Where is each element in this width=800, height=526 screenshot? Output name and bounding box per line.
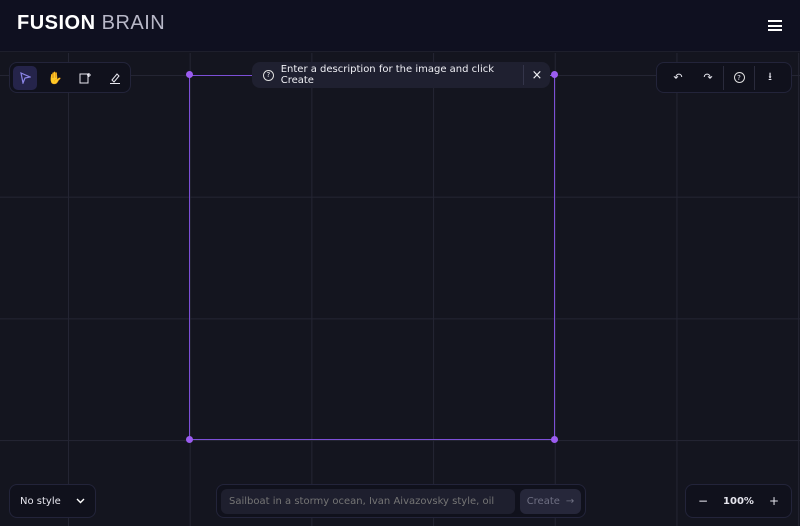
arrow-right-icon: →: [565, 495, 575, 507]
action-panel: ↶ ↷ ? ⭳: [656, 62, 792, 93]
canvas[interactable]: [0, 53, 800, 526]
prompt-bar: Create →: [216, 484, 586, 518]
help-circle-icon: ?: [263, 69, 274, 81]
redo-icon[interactable]: ↷: [703, 71, 713, 84]
hamburger-icon[interactable]: [768, 20, 782, 31]
hint-text: Enter a description for the image and cl…: [280, 64, 495, 86]
logo-light: BRAIN: [101, 12, 166, 34]
style-select[interactable]: No style: [9, 484, 96, 518]
resize-handle-bl[interactable]: [186, 436, 193, 443]
help-icon[interactable]: ?: [724, 66, 754, 90]
image-frame[interactable]: [189, 75, 555, 440]
close-hint-button[interactable]: ×: [522, 65, 550, 85]
tool-panel: ✋: [9, 62, 131, 93]
zoom-control: − 100% +: [685, 484, 792, 518]
resize-handle-br[interactable]: [551, 436, 558, 443]
resize-handle-tr[interactable]: [551, 71, 558, 78]
logo[interactable]: FUSION BRAIN: [17, 12, 165, 35]
resize-handle-tl[interactable]: [186, 71, 193, 78]
cursor-icon[interactable]: [13, 65, 37, 90]
zoom-out-button[interactable]: −: [698, 494, 709, 508]
zoom-in-button[interactable]: +: [768, 494, 779, 508]
header: FUSION BRAIN: [0, 0, 800, 52]
style-value: No style: [20, 495, 61, 507]
download-icon[interactable]: ⭳: [768, 70, 772, 83]
hand-icon[interactable]: ✋: [47, 70, 63, 85]
hint-tooltip: ? Enter a description for the image and …: [252, 62, 550, 88]
create-label: Create: [526, 495, 560, 507]
prompt-input[interactable]: [221, 488, 515, 514]
undo-icon[interactable]: ↶: [673, 71, 683, 84]
image-plus-icon[interactable]: [73, 66, 97, 90]
eraser-icon[interactable]: [103, 66, 127, 90]
create-button[interactable]: Create →: [520, 488, 581, 514]
zoom-level: 100%: [723, 495, 754, 507]
chevron-down-icon: [76, 496, 85, 507]
logo-bold: FUSION: [17, 12, 96, 34]
divider: [723, 65, 724, 90]
divider: [754, 65, 755, 90]
